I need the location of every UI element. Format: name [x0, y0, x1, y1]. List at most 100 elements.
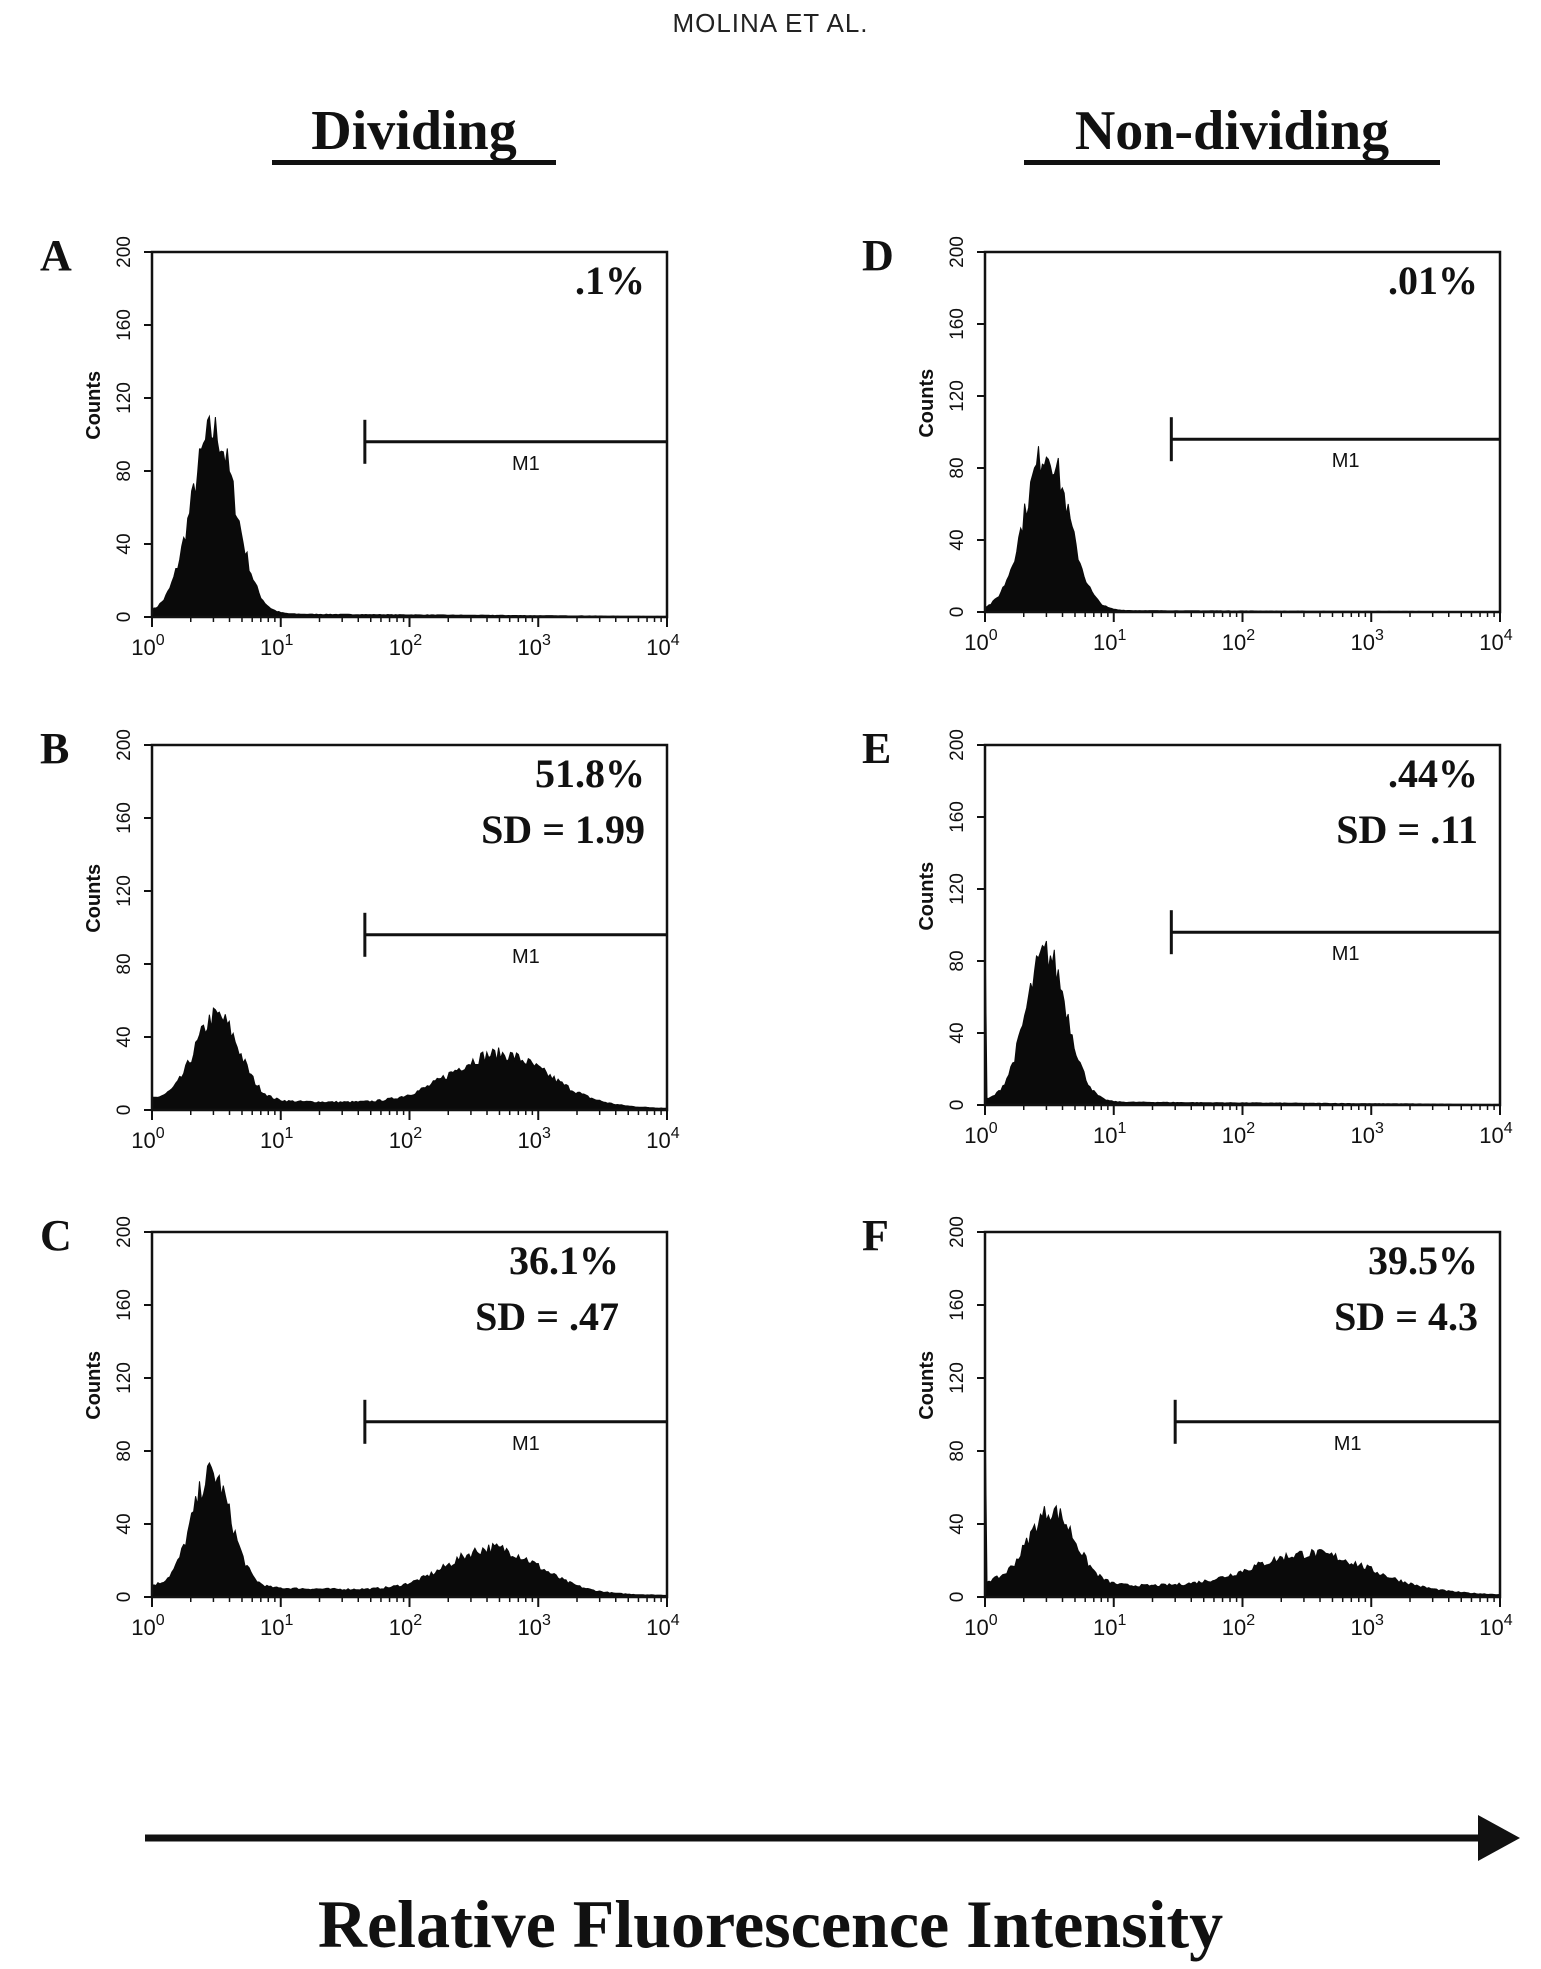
y-tick-label: 0: [114, 612, 135, 623]
y-axis-label: Counts: [83, 864, 105, 933]
panel-letter: D: [862, 231, 894, 280]
panel-d: D 0 40 80 120 160 200 Counts 100 101 102 103 104 M1 .0…: [862, 231, 1513, 655]
gate-label: M1: [1334, 1433, 1362, 1455]
y-tick-label: 200: [947, 729, 968, 761]
x-tick-label: 102: [389, 1125, 422, 1153]
y-tick-label: 200: [114, 236, 135, 268]
y-axis-label: Counts: [916, 369, 938, 438]
x-tick-label: 102: [1222, 1120, 1255, 1148]
y-tick-label: 200: [947, 236, 968, 268]
x-tick-label: 100: [131, 632, 164, 660]
histogram-area: [984, 446, 1501, 613]
x-tick-label: 100: [964, 1612, 997, 1640]
x-tick-label: 104: [646, 1125, 679, 1153]
gate-label: M1: [1332, 450, 1360, 472]
x-tick-label: 102: [389, 632, 422, 660]
y-axis-label: Counts: [83, 371, 105, 440]
x-tick-label: 103: [518, 1612, 551, 1640]
y-tick-label: 160: [114, 1289, 135, 1321]
y-tick-label: 120: [947, 380, 968, 412]
x-tick-label: 103: [518, 632, 551, 660]
y-tick-label: 160: [947, 1289, 968, 1321]
y-tick-label: 0: [114, 1105, 135, 1116]
sd-annotation: SD = 4.3: [1334, 1294, 1478, 1339]
y-tick-label: 80: [114, 460, 135, 481]
panel-a: A 0 40 80 120 160 200 Counts 100 101 102 103 104 M1 .1…: [40, 231, 680, 660]
y-tick-label: 0: [947, 1592, 968, 1603]
y-tick-label: 40: [947, 1513, 968, 1534]
running-head: MOLINA ET AL.: [672, 8, 869, 38]
y-tick-label: 80: [947, 950, 968, 971]
intensity-arrow-head: [1478, 1815, 1520, 1861]
x-tick-label: 102: [1222, 1612, 1255, 1640]
x-tick-label: 104: [1479, 1120, 1512, 1148]
percent-annotation: .01%: [1388, 258, 1478, 303]
x-tick-label: 103: [1351, 1612, 1384, 1640]
y-tick-label: 0: [947, 1100, 968, 1111]
y-tick-label: 40: [114, 1513, 135, 1534]
gate-label: M1: [1332, 943, 1360, 965]
y-tick-label: 40: [947, 1022, 968, 1043]
y-tick-label: 40: [947, 529, 968, 550]
percent-annotation: 39.5%: [1368, 1238, 1478, 1283]
x-tick-label: 101: [260, 1612, 293, 1640]
column-title-non-dividing: Non-dividing: [1024, 102, 1440, 165]
histogram-area: [151, 414, 668, 618]
y-tick-label: 80: [947, 457, 968, 478]
x-tick-label: 103: [518, 1125, 551, 1153]
y-tick-label: 80: [114, 953, 135, 974]
gate-label: M1: [512, 1433, 540, 1455]
panel-f: F 0 40 80 120 160 200 Counts 100 101 102 103 104 M1 39…: [862, 1211, 1513, 1640]
sd-annotation: SD = 1.99: [481, 807, 645, 852]
percent-annotation: .44%: [1388, 751, 1478, 796]
percent-annotation: 51.8%: [535, 751, 645, 796]
sd-annotation: SD = .47: [475, 1294, 619, 1339]
panel-e: E 0 40 80 120 160 200 Counts 100 101 102 103 104 M1 .4…: [862, 724, 1513, 1148]
x-tick-label: 104: [1479, 1612, 1512, 1640]
histogram-area: [151, 1007, 668, 1111]
x-tick-label: 103: [1351, 627, 1384, 655]
x-tick-label: 104: [646, 1612, 679, 1640]
y-tick-label: 160: [114, 309, 135, 341]
y-tick-label: 40: [114, 533, 135, 554]
panel-b: B 0 40 80 120 160 200 Counts 100 101 102 103 104 M1 51…: [40, 724, 680, 1153]
x-tick-label: 104: [646, 632, 679, 660]
y-tick-label: 0: [114, 1592, 135, 1603]
panel-c: C 0 40 80 120 160 200 Counts 100 101 102 103 104 M1 36…: [40, 1211, 680, 1640]
x-axis-title: Relative Fluorescence Intensity: [317, 1886, 1224, 1962]
histogram-area: [984, 1405, 1501, 1598]
y-tick-label: 120: [947, 873, 968, 905]
y-tick-label: 80: [947, 1440, 968, 1461]
x-tick-label: 103: [1351, 1120, 1384, 1148]
y-tick-label: 160: [947, 801, 968, 833]
y-tick-label: 120: [114, 875, 135, 907]
y-tick-label: 120: [114, 1362, 135, 1394]
x-tick-label: 101: [1093, 1612, 1126, 1640]
x-tick-label: 104: [1479, 627, 1512, 655]
x-tick-label: 101: [1093, 1120, 1126, 1148]
y-tick-label: 0: [947, 607, 968, 618]
histogram-area: [151, 1461, 668, 1598]
panel-letter: F: [862, 1211, 889, 1260]
x-tick-label: 102: [389, 1612, 422, 1640]
percent-annotation: 36.1%: [509, 1238, 619, 1283]
gate-label: M1: [512, 453, 540, 475]
x-tick-label: 100: [131, 1612, 164, 1640]
percent-annotation: .1%: [575, 258, 645, 303]
x-tick-label: 101: [1093, 627, 1126, 655]
y-tick-label: 160: [947, 308, 968, 340]
gate-label: M1: [512, 946, 540, 968]
y-tick-label: 200: [114, 1216, 135, 1248]
panel-letter: A: [40, 231, 72, 280]
x-tick-label: 101: [260, 1125, 293, 1153]
y-tick-label: 120: [114, 382, 135, 414]
sd-annotation: SD = .11: [1336, 807, 1478, 852]
x-tick-label: 100: [131, 1125, 164, 1153]
histogram-area: [984, 924, 1501, 1106]
x-tick-label: 100: [964, 627, 997, 655]
column-title-dividing: Dividing: [272, 102, 556, 165]
panel-letter: B: [40, 724, 69, 773]
y-axis-label: Counts: [916, 1351, 938, 1420]
y-tick-label: 200: [114, 729, 135, 761]
y-axis-label: Counts: [916, 862, 938, 931]
